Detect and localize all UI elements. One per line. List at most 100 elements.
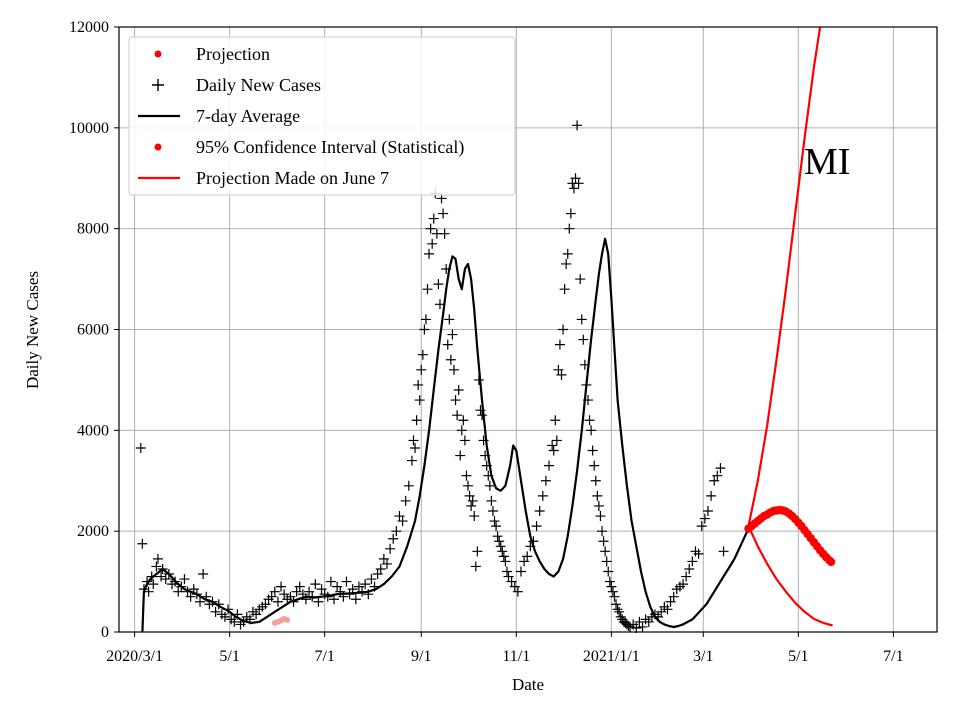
daily-case-marker [453,385,464,395]
daily-case-marker [375,563,386,574]
y-axis-label: Daily New Cases [23,271,42,389]
legend-label: 7-day Average [196,106,300,126]
daily-case-marker [637,621,648,632]
daily-case-marker [715,463,726,474]
daily-case-marker [198,569,209,580]
daily-case-marker [484,480,495,491]
daily-case-marker [229,616,240,627]
daily-case-marker [450,395,461,406]
x-tick-label: 5/1 [219,648,239,665]
daily-case-marker [294,581,305,592]
daily-case-marker [397,516,408,527]
daily-case-marker [631,622,642,633]
daily-case-marker [643,616,654,627]
daily-case-marker [461,470,472,481]
daily-case-marker [260,599,271,610]
daily-case-marker [544,460,555,471]
daily-case-marker [325,576,336,587]
daily-case-marker [589,460,600,471]
daily-case-marker [578,334,589,345]
legend-label: Daily New Cases [196,75,321,95]
daily-case-marker [385,543,396,554]
daily-case-marker [341,576,352,587]
legend-label: Projection Made on June 7 [196,168,389,188]
x-tick-label: 7/1 [314,648,334,665]
daily-case-marker [609,591,620,602]
legend-marker-plus [152,79,164,91]
daily-case-marker [427,238,438,249]
daily-case-marker [470,561,481,572]
x-tick-label: 9/1 [411,648,431,665]
daily-case-marker [285,591,296,602]
ci-point [284,616,291,623]
y-tick-label: 4000 [77,422,109,439]
daily-case-marker [500,556,511,567]
daily-case-marker [522,551,533,562]
daily-case-marker [424,248,435,259]
daily-case-marker [469,511,480,522]
daily-case-marker [467,495,478,506]
daily-case-marker [678,579,689,590]
daily-case-marker [366,574,377,585]
projection-lower-line [747,525,833,627]
x-tick-label: 3/1 [693,648,713,665]
daily-case-marker [148,579,159,590]
daily-case-marker [506,576,517,587]
legend-marker-dot [154,50,162,58]
daily-case-marker [388,533,399,544]
daily-case-marker [489,516,500,527]
daily-case-marker [173,586,184,597]
daily-case-marker [656,606,667,617]
daily-case-marker [310,579,321,590]
daily-case-marker [195,596,206,607]
daily-case-marker [684,563,695,574]
projection-upper-line [747,26,822,527]
daily-case-marker [590,475,601,486]
daily-case-marker [463,480,474,491]
daily-case-marker [556,369,567,380]
daily-case-marker [459,435,470,446]
y-tick-label: 2000 [77,523,109,540]
daily-case-marker [662,604,673,615]
daily-case-marker [587,445,598,456]
daily-case-marker [570,173,581,184]
daily-case-marker [501,566,512,577]
daily-case-marker [143,586,154,597]
x-axis-label: Date [512,675,544,694]
x-tick-label: 2021/1/1 [583,648,640,665]
x-tick-label: 7/1 [883,648,903,665]
daily-case-marker [406,455,417,466]
daily-case-marker [598,536,609,547]
daily-case-marker [456,425,467,436]
daily-case-marker [422,284,433,295]
daily-case-marker [564,223,575,234]
daily-case-marker [313,596,324,607]
daily-case-marker [151,561,162,572]
daily-case-marker [612,604,623,615]
daily-case-marker [593,500,604,511]
daily-case-marker [515,566,526,577]
daily-case-marker [550,415,561,426]
daily-case-marker [562,248,573,259]
daily-case-marker [603,566,614,577]
daily-case-marker [411,415,422,426]
daily-case-marker [438,208,449,219]
daily-case-marker [584,415,595,426]
daily-case-marker [503,571,514,582]
daily-case-marker [179,574,190,585]
daily-case-marker [417,349,428,360]
daily-case-marker [425,223,436,234]
daily-case-marker [448,364,459,375]
legend-label: Projection [196,44,270,64]
daily-case-marker [687,556,698,567]
daily-case-marker [615,611,626,622]
daily-case-marker [497,546,508,557]
daily-case-marker [575,274,586,285]
x-tick-label: 2020/3/1 [106,648,163,665]
daily-case-marker [573,178,584,189]
daily-case-marker [604,576,615,587]
daily-case-marker [709,475,720,486]
daily-case-marker [696,521,707,532]
daily-case-marker [391,526,402,537]
daily-case-marker [291,586,302,597]
